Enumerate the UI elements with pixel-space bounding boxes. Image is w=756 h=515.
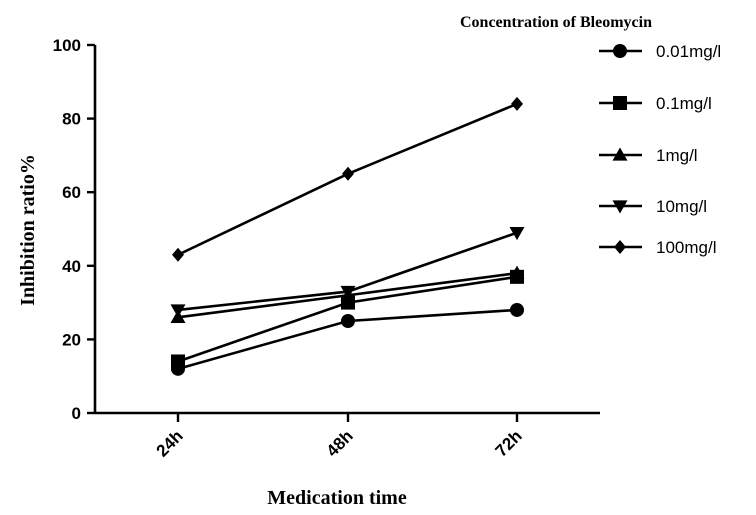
legend: Concentration of Bleomycin 0.01mg/l 0.1mg… — [460, 14, 721, 257]
legend-marker — [614, 240, 626, 254]
legend-item: 10mg/l — [599, 197, 707, 216]
legend-item: 1mg/l — [599, 146, 698, 165]
legend-label: 1mg/l — [656, 146, 698, 165]
x-tick-label: 72h — [492, 426, 526, 460]
data-point — [172, 247, 184, 262]
data-point — [170, 304, 186, 318]
series — [170, 96, 525, 376]
series-circle — [171, 302, 524, 376]
data-point — [341, 314, 355, 328]
legend-item: 100mg/l — [599, 238, 716, 257]
x-tick-label: 48h — [323, 426, 357, 460]
data-point — [509, 227, 525, 241]
data-point — [342, 166, 354, 181]
legend-label: 0.01mg/l — [656, 42, 721, 61]
legend-title: Concentration of Bleomycin — [460, 14, 652, 31]
legend-label: 0.1mg/l — [656, 94, 712, 113]
data-point — [171, 354, 185, 369]
y-tick-label: 100 — [53, 36, 81, 55]
series-triangle-down — [170, 227, 525, 318]
legend-item: 0.01mg/l — [599, 42, 721, 61]
axes — [93, 45, 600, 415]
legend-marker — [612, 147, 628, 161]
y-tick-label: 60 — [62, 183, 81, 202]
y-axis-title: Inhibition ratio% — [17, 154, 39, 306]
legend-item: 0.1mg/l — [599, 94, 712, 113]
data-point — [510, 302, 524, 317]
x-ticks: 24h 48h 72h — [153, 413, 526, 461]
legend-label: 10mg/l — [656, 197, 707, 216]
data-point — [340, 285, 356, 300]
data-point — [511, 96, 523, 111]
legend-label: 100mg/l — [656, 238, 716, 257]
y-tick-label: 40 — [62, 257, 81, 276]
legend-marker — [612, 200, 628, 214]
legend-marker — [613, 96, 627, 110]
y-tick-label: 80 — [62, 110, 81, 129]
data-point — [509, 265, 525, 279]
x-axis-title: Medication time — [267, 487, 407, 509]
y-tick-label: 0 — [72, 404, 81, 423]
legend-marker — [613, 44, 627, 58]
y-ticks: 0 20 40 60 80 100 — [53, 36, 95, 423]
y-tick-label: 20 — [62, 330, 81, 349]
x-tick-label: 24h — [153, 426, 187, 460]
series-diamond — [172, 96, 523, 262]
